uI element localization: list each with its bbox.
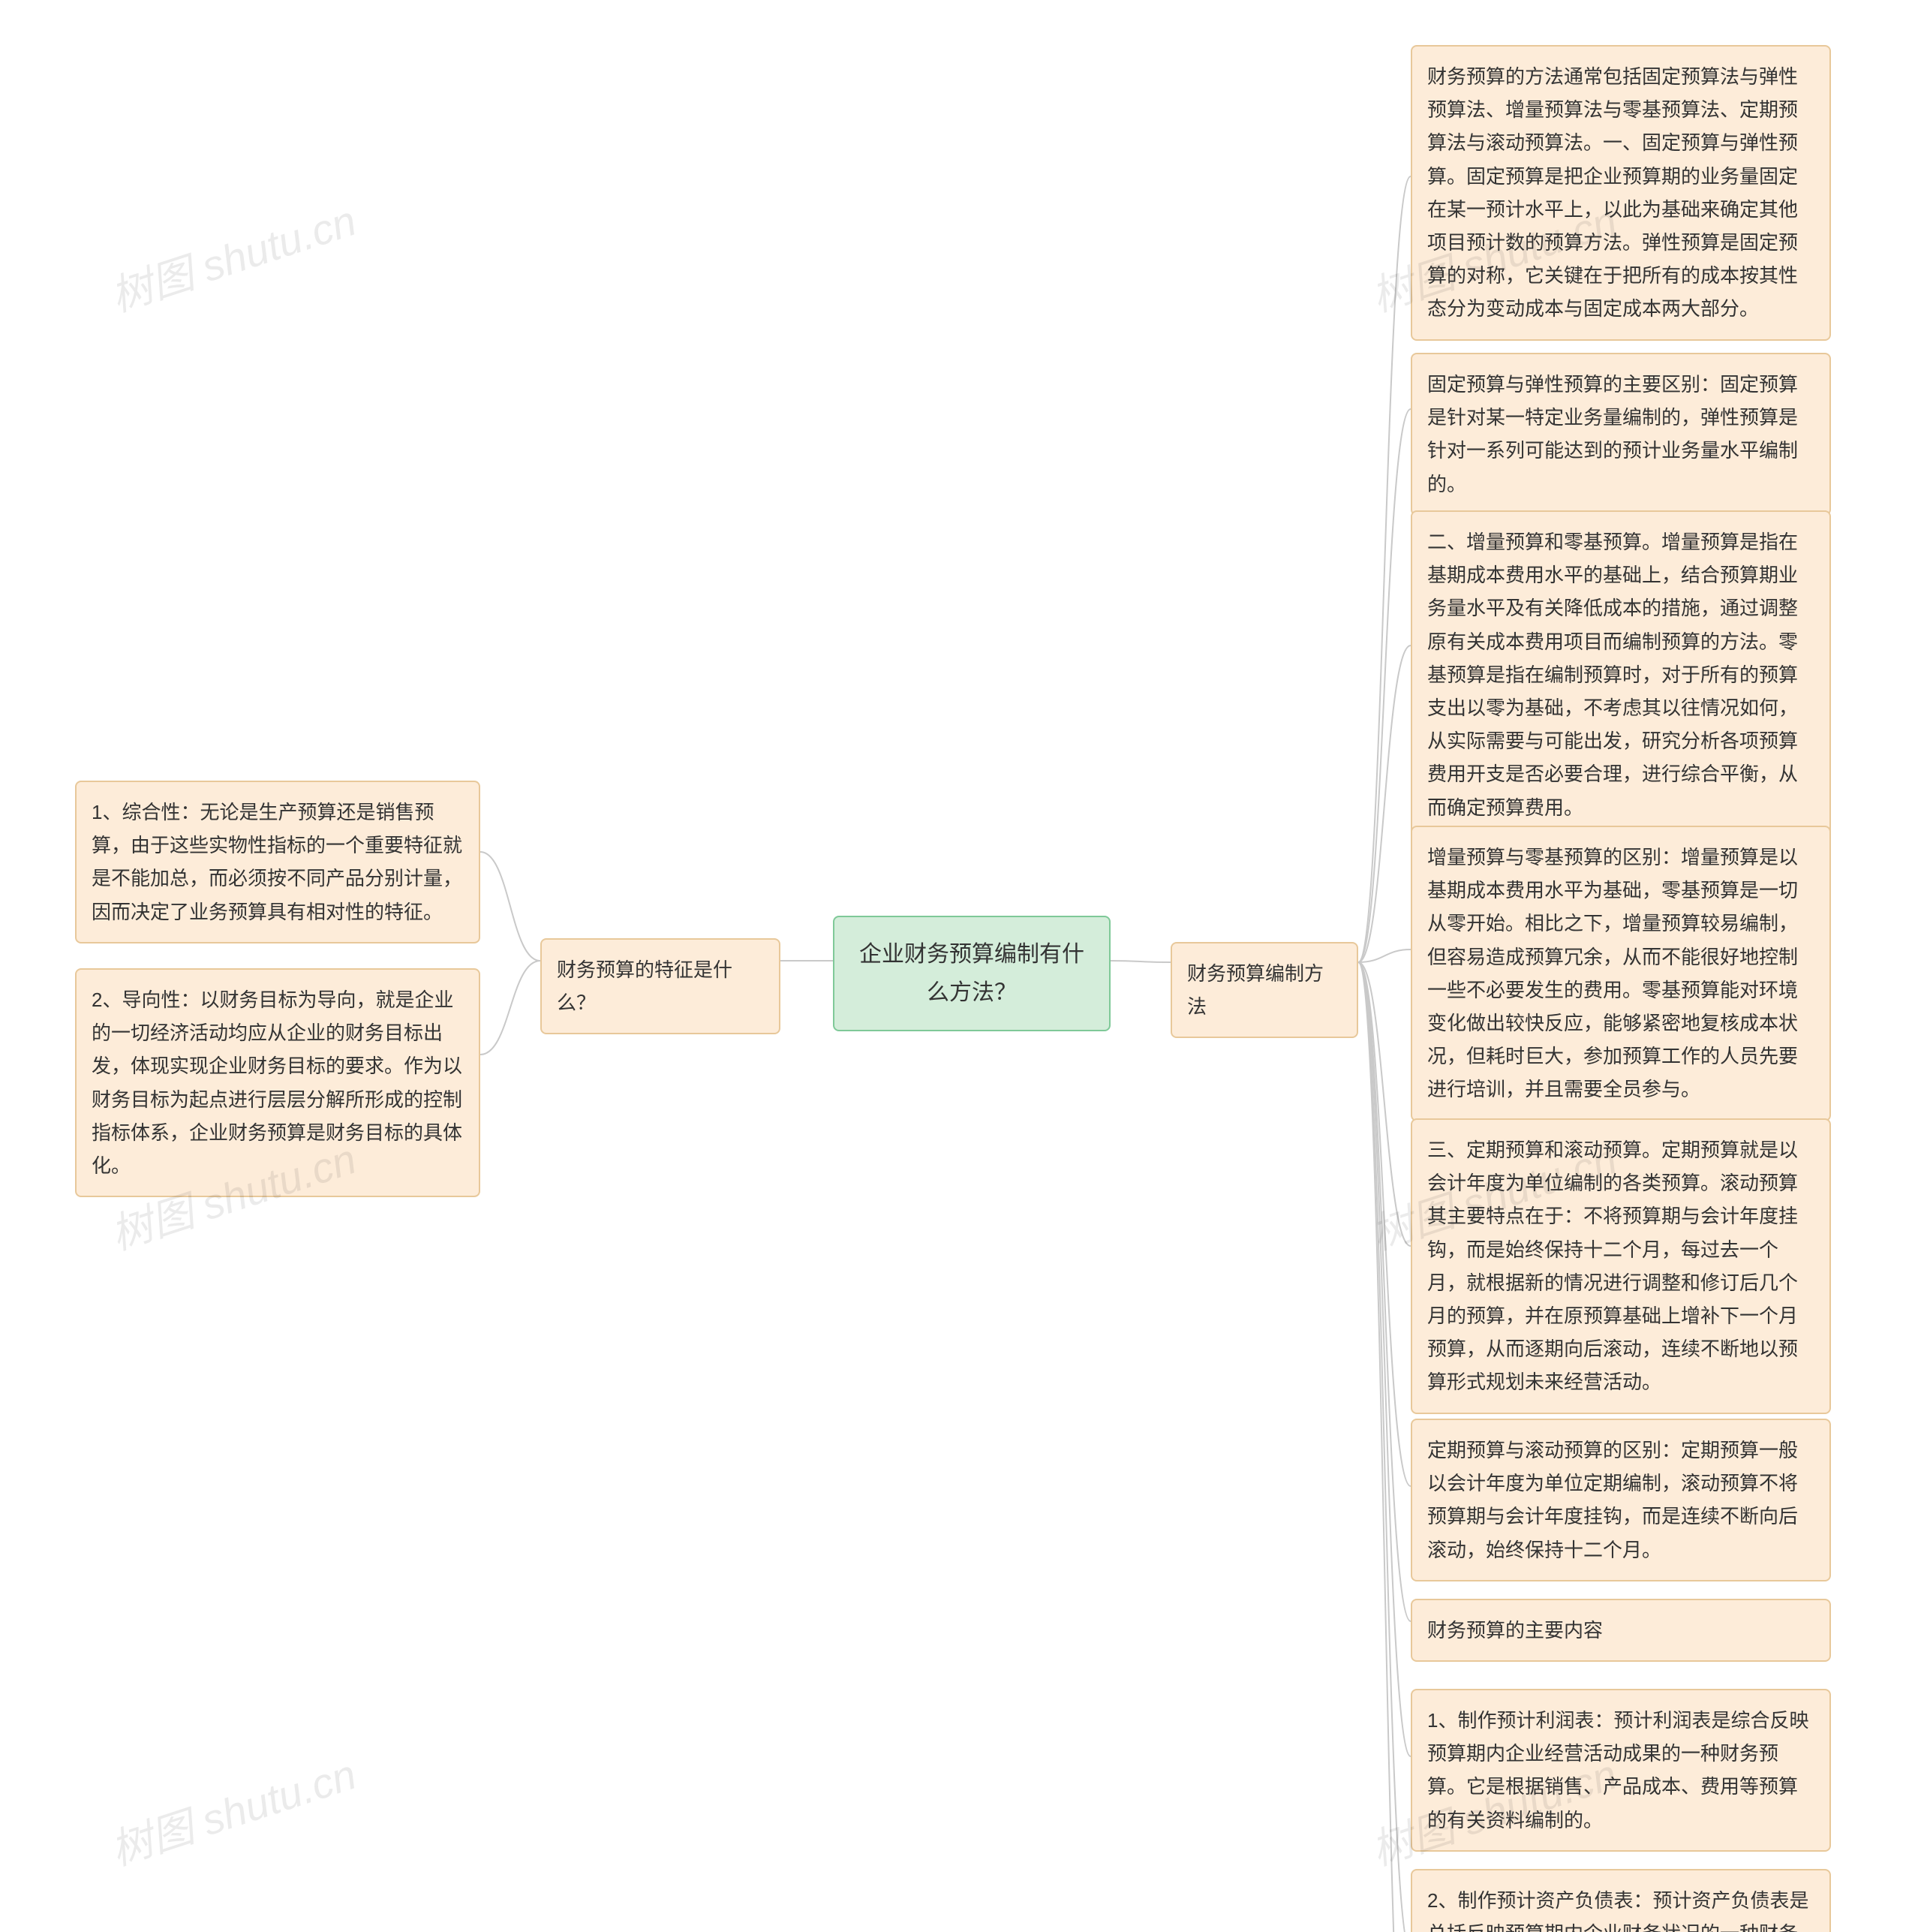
right-branch-label: 财务预算编制方法 — [1187, 962, 1324, 1018]
left-leaf-0[interactable]: 1、综合性：无论是生产预算还是销售预算，由于这些实物性指标的一个重要特征就是不能… — [75, 781, 480, 943]
connector — [1358, 962, 1411, 1932]
connector — [1358, 962, 1411, 1621]
connector — [1358, 176, 1411, 962]
leaf-text: 2、导向性：以财务目标为导向，就是企业的一切经济活动均应从企业的财务目标出发，体… — [92, 989, 462, 1177]
connector — [1358, 962, 1411, 1486]
leaf-text: 增量预算与零基预算的区别：增量预算是以基期成本费用水平为基础，零基预算是一切从零… — [1427, 846, 1798, 1100]
leaf-text: 财务预算的主要内容 — [1427, 1619, 1603, 1642]
left-leaf-1[interactable]: 2、导向性：以财务目标为导向，就是企业的一切经济活动均应从企业的财务目标出发，体… — [75, 968, 480, 1197]
right-leaf-1[interactable]: 固定预算与弹性预算的主要区别：固定预算是针对某一特定业务量编制的，弹性预算是针对… — [1411, 353, 1831, 516]
leaf-text: 固定预算与弹性预算的主要区别：固定预算是针对某一特定业务量编制的，弹性预算是针对… — [1427, 373, 1798, 495]
leaf-text: 三、定期预算和滚动预算。定期预算就是以会计年度为单位编制的各类预算。滚动预算其主… — [1427, 1139, 1798, 1393]
root-node[interactable]: 企业财务预算编制有什么方法？ — [833, 916, 1111, 1031]
watermark: 树图 shutu.cn — [102, 1741, 363, 1878]
leaf-text: 1、综合性：无论是生产预算还是销售预算，由于这些实物性指标的一个重要特征就是不能… — [92, 801, 462, 923]
right-leaf-4[interactable]: 三、定期预算和滚动预算。定期预算就是以会计年度为单位编制的各类预算。滚动预算其主… — [1411, 1118, 1831, 1414]
leaf-text: 1、制作预计利润表：预计利润表是综合反映预算期内企业经营活动成果的一种财务预算。… — [1427, 1709, 1808, 1831]
connector — [1358, 962, 1411, 1756]
connector — [480, 852, 540, 961]
watermark: 树图 shutu.cn — [102, 188, 363, 324]
connector — [1358, 962, 1411, 1246]
root-label: 企业财务预算编制有什么方法？ — [859, 942, 1084, 1005]
connector — [1358, 409, 1411, 962]
connector — [1111, 961, 1171, 962]
leaf-text: 财务预算的方法通常包括固定预算法与弹性预算法、增量预算法与零基预算法、定期预算法… — [1427, 65, 1798, 320]
right-leaf-8[interactable]: 2、制作预计资产负债表：预计资产负债表是总括反映预算期内企业财务状况的一种财务预… — [1411, 1869, 1831, 1932]
left-branch-label: 财务预算的特征是什么？ — [557, 958, 732, 1014]
right-leaf-6[interactable]: 财务预算的主要内容 — [1411, 1599, 1831, 1662]
connector — [1358, 962, 1411, 1932]
right-leaf-0[interactable]: 财务预算的方法通常包括固定预算法与弹性预算法、增量预算法与零基预算法、定期预算法… — [1411, 45, 1831, 341]
leaf-text: 2、制作预计资产负债表：预计资产负债表是总括反映预算期内企业财务状况的一种财务预… — [1427, 1889, 1808, 1932]
left-branch-node[interactable]: 财务预算的特征是什么？ — [540, 938, 780, 1034]
right-leaf-2[interactable]: 二、增量预算和零基预算。增量预算是指在基期成本费用水平的基础上，结合预算期业务量… — [1411, 510, 1831, 839]
connector — [1358, 949, 1411, 962]
leaf-text: 二、增量预算和零基预算。增量预算是指在基期成本费用水平的基础上，结合预算期业务量… — [1427, 531, 1798, 819]
connector — [480, 961, 540, 1055]
right-leaf-3[interactable]: 增量预算与零基预算的区别：增量预算是以基期成本费用水平为基础，零基预算是一切从零… — [1411, 826, 1831, 1121]
connector — [1358, 646, 1411, 962]
right-leaf-7[interactable]: 1、制作预计利润表：预计利润表是综合反映预算期内企业经营活动成果的一种财务预算。… — [1411, 1689, 1831, 1852]
right-branch-node[interactable]: 财务预算编制方法 — [1171, 942, 1358, 1038]
leaf-text: 定期预算与滚动预算的区别：定期预算一般以会计年度为单位定期编制，滚动预算不将预算… — [1427, 1439, 1798, 1561]
right-leaf-5[interactable]: 定期预算与滚动预算的区别：定期预算一般以会计年度为单位定期编制，滚动预算不将预算… — [1411, 1419, 1831, 1581]
